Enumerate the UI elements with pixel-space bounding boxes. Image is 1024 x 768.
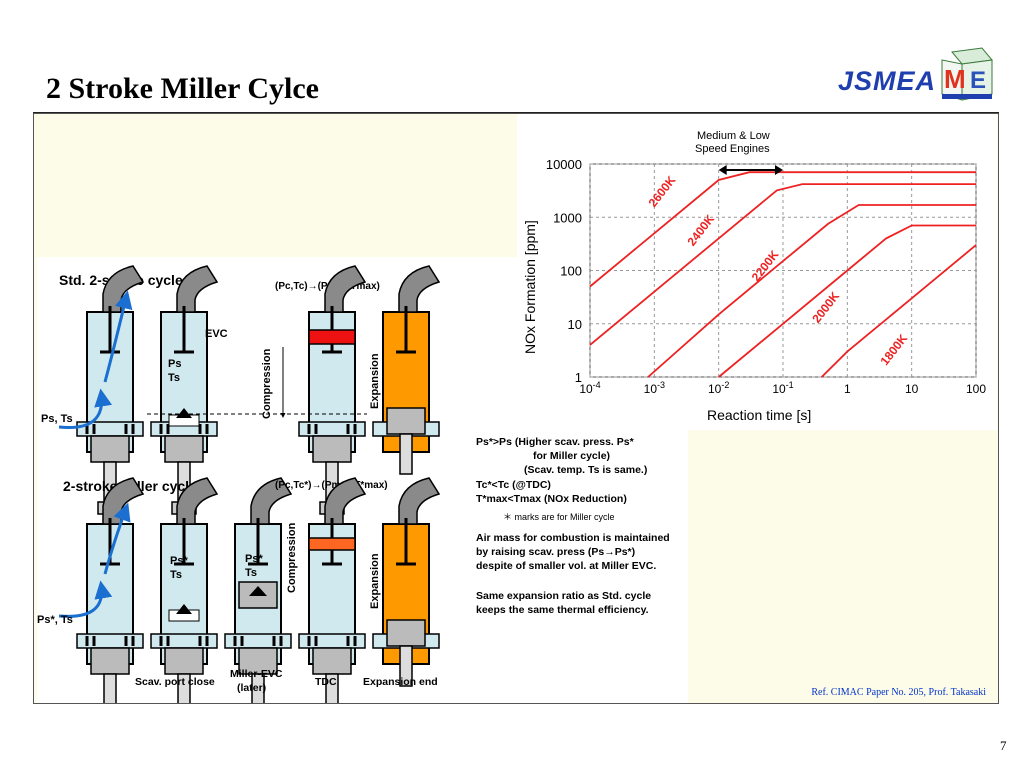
annotation-arrow-left bbox=[718, 165, 727, 175]
x-tick-label: 10-3 bbox=[644, 380, 665, 396]
label-tdc: TDC bbox=[315, 676, 337, 688]
std-ps-label: Ps bbox=[168, 358, 181, 370]
y-tick-label: 1 bbox=[575, 370, 582, 385]
series-line-2000K bbox=[718, 224, 976, 378]
note-para2-1: Air mass for combustion is maintained bbox=[476, 532, 670, 544]
note-line2: for Miller cycle) bbox=[533, 450, 611, 462]
std-tdc-cylinder bbox=[297, 264, 367, 516]
miller-tdc-cylinder bbox=[297, 476, 367, 703]
me-logo-icon: M E bbox=[941, 47, 993, 101]
std-evc-cylinder bbox=[149, 264, 219, 516]
series-line-2600K bbox=[589, 171, 976, 288]
std-compression-label: Compression bbox=[261, 348, 273, 419]
label-scav-port-close: Scav. port close bbox=[135, 676, 215, 688]
std-ts-label: Ts bbox=[168, 372, 180, 384]
miller-evc-cylinder bbox=[223, 476, 293, 703]
note-para3-1: Same expansion ratio as Std. cycle bbox=[476, 590, 652, 602]
miller-ts-label: Ts bbox=[170, 569, 182, 581]
miller-evc-ps-star: Ps* bbox=[245, 553, 263, 565]
x-tick-label: 1 bbox=[844, 382, 851, 396]
miller-evc-ts: Ts bbox=[245, 567, 257, 579]
evc-label: EVC bbox=[205, 328, 228, 340]
y-tick-label: 10000 bbox=[546, 157, 582, 172]
miller-expansion-label: Expansion bbox=[369, 553, 381, 609]
miller-tdc-state: (Pc,Tc*)→(Pmax,T*max) bbox=[275, 480, 388, 491]
label-miller-evc-later: (later) bbox=[237, 682, 266, 694]
std-expansion-cylinder bbox=[372, 264, 441, 475]
note-line1: Ps*>Ps (Higher scav. press. Ps* bbox=[476, 436, 634, 448]
label-expansion-end: Expansion end bbox=[363, 676, 438, 688]
x-axis-label: Reaction time [s] bbox=[707, 407, 811, 423]
series-line-2200K bbox=[647, 204, 976, 378]
series-line-2400K bbox=[589, 183, 976, 346]
y-tick-label: 1000 bbox=[553, 210, 582, 225]
std-scav-cylinder bbox=[58, 264, 145, 516]
miller-scav-close-cylinder bbox=[149, 476, 219, 703]
label-miller-evc: Miller-EVC bbox=[230, 668, 283, 680]
note-para2-3: despite of smaller vol. at Miller EVC. bbox=[476, 560, 657, 572]
jsmea-logo: JSMEA bbox=[838, 66, 937, 96]
y-axis-label: NOx Formation [ppm] bbox=[522, 220, 538, 354]
annotation-line1: Medium & Low bbox=[697, 130, 770, 142]
note-para2-2: by raising scav. press (Ps→Ps*) bbox=[476, 546, 636, 558]
x-tick-label: 100 bbox=[966, 382, 986, 396]
svg-text:E: E bbox=[970, 67, 986, 94]
note-star: ＊ marks are for Miller cycle bbox=[503, 512, 615, 522]
miller-expansion-cylinder bbox=[372, 476, 441, 687]
annotation-line2: Speed Engines bbox=[695, 143, 770, 155]
x-tick-label: 10-4 bbox=[579, 380, 600, 396]
x-tick-label: 10 bbox=[905, 382, 919, 396]
std-inlet-label: Ps, Ts bbox=[41, 413, 73, 425]
y-tick-labels: 1 10 100 1000 10000 bbox=[546, 157, 582, 385]
note-line5: T*max<Tmax (NOx Reduction) bbox=[476, 493, 627, 505]
miller-ps-star-label: Ps* bbox=[170, 555, 188, 567]
y-tick-label: 100 bbox=[560, 264, 582, 279]
x-tick-label: 10-1 bbox=[772, 380, 793, 396]
std-expansion-label: Expansion bbox=[369, 353, 381, 409]
slide-title: 2 Stroke Miller Cylce bbox=[46, 72, 319, 105]
x-tick-label: 10-2 bbox=[708, 380, 729, 396]
series-line-1800K bbox=[821, 244, 977, 378]
miller-scav-cylinder bbox=[58, 476, 145, 703]
miller-inlet-label: Ps*, Ts bbox=[37, 614, 73, 626]
note-line3: (Scav. temp. Ts is same.) bbox=[524, 464, 648, 476]
svg-text:M: M bbox=[944, 64, 966, 94]
annotation-arrow-right bbox=[775, 165, 783, 175]
y-tick-label: 10 bbox=[568, 317, 582, 332]
note-line4: Tc*<Tc (@TDC) bbox=[476, 479, 551, 491]
x-tick-labels: 10-4 10-3 10-2 10-1 1 10 100 bbox=[579, 380, 986, 396]
miller-compression-label: Compression bbox=[286, 522, 298, 593]
note-para3-2: keeps the same thermal efficiency. bbox=[476, 604, 649, 616]
cycle-diagram: Std. 2-stroke cycle Ps, Ts Ps Ts EVC (Pc… bbox=[37, 264, 441, 703]
reference-note: Ref. CIMAC Paper No. 205, Prof. Takasaki bbox=[811, 687, 986, 698]
page-number: 7 bbox=[1000, 738, 1007, 753]
notes-panel bbox=[470, 430, 688, 703]
